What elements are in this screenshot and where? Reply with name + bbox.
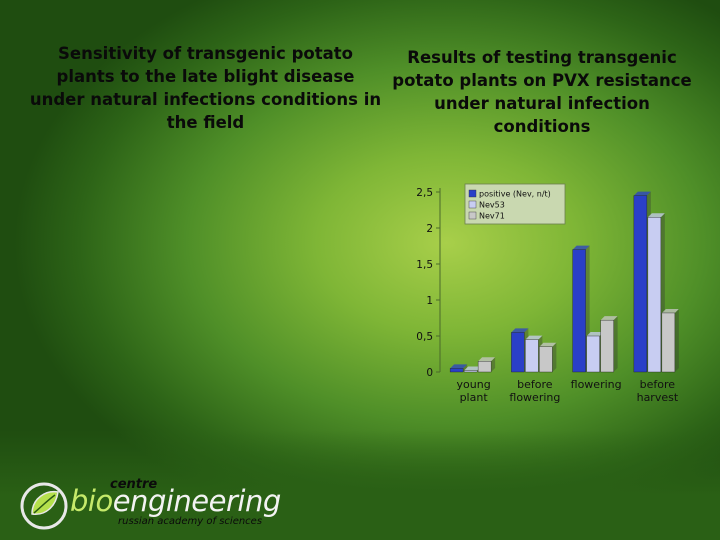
legend-label: Nev71	[479, 212, 505, 221]
x-tick-label: young	[457, 378, 491, 391]
logo-brand: bioengineering	[70, 484, 281, 518]
x-tick-label: flowering	[509, 391, 560, 404]
bar-top	[586, 332, 604, 336]
legend-swatch	[468, 200, 477, 209]
bar	[449, 368, 464, 373]
bar-top	[511, 328, 529, 333]
x-tick-label: plant	[460, 391, 489, 404]
bar-side	[613, 316, 618, 372]
x-tick-label: before	[640, 378, 676, 391]
y-tick-label: 1	[426, 295, 433, 307]
y-tick-label: 1,5	[416, 259, 433, 271]
x-tick-label: flowering	[571, 378, 622, 391]
bar-side	[552, 342, 557, 372]
x-tick-label: harvest	[637, 391, 679, 404]
logo-centre: centre	[110, 477, 158, 492]
y-tick-label: 2	[426, 223, 433, 235]
bar	[600, 319, 614, 373]
legend-swatch	[468, 211, 477, 220]
bar	[463, 370, 478, 373]
legend-label: Nev53	[479, 201, 505, 210]
bar-side	[674, 308, 679, 372]
left-title: Sensitivity of transgenic potato plants …	[29, 44, 382, 132]
bar	[647, 217, 662, 373]
legend-label: positive (Nev, n/t)	[479, 190, 551, 199]
legend-swatch	[468, 189, 477, 198]
logo-subtitle: russian academy of sciences	[118, 516, 263, 527]
right-title: Results of testing transgenic potato pla…	[392, 48, 692, 136]
bar	[539, 346, 553, 373]
y-tick-label: 2,5	[416, 187, 433, 199]
bar-side	[491, 357, 496, 372]
bar	[477, 360, 492, 373]
bar-side	[463, 364, 468, 372]
bar-top	[450, 364, 468, 369]
logo-bio: bio	[70, 484, 113, 518]
logo-engineering: engineering	[112, 484, 282, 518]
leaf-circle-icon	[20, 482, 68, 530]
y-tick-label: 0,5	[416, 331, 433, 343]
bar-chart: 00,511,522,5youngplantbeforefloweringflo…	[416, 183, 679, 404]
bar	[511, 332, 525, 373]
bar-top	[647, 213, 665, 218]
bar	[572, 249, 586, 373]
bar-top	[600, 316, 618, 321]
bar	[525, 339, 539, 373]
bar-top	[572, 245, 590, 250]
x-tick-label: before	[517, 378, 553, 391]
bar-top	[464, 366, 482, 371]
bar-top	[539, 342, 557, 347]
background-band	[0, 430, 720, 540]
y-tick-label: 0	[426, 367, 433, 379]
bar	[586, 335, 600, 373]
logo: centre bioengineering russian academy of…	[18, 477, 288, 534]
bar	[661, 312, 676, 373]
legend-box	[464, 183, 566, 225]
bar-top	[661, 308, 679, 313]
bar-top	[525, 335, 543, 340]
bar	[633, 195, 648, 373]
bar-top	[633, 191, 651, 196]
bar-top	[478, 357, 496, 362]
